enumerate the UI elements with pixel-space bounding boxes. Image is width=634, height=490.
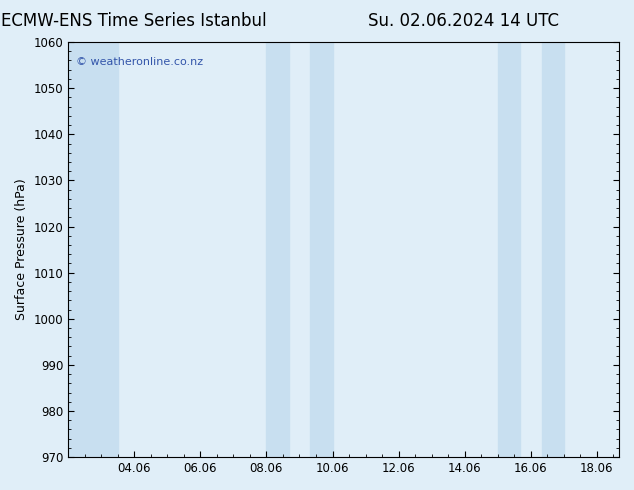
Text: ECMW-ENS Time Series Istanbul: ECMW-ENS Time Series Istanbul [1,12,266,30]
Text: © weatheronline.co.nz: © weatheronline.co.nz [77,56,204,67]
Text: Su. 02.06.2024 14 UTC: Su. 02.06.2024 14 UTC [368,12,559,30]
Bar [498,42,520,457]
Bar [266,42,288,457]
Bar [68,42,118,457]
Bar [311,42,332,457]
Y-axis label: Surface Pressure (hPa): Surface Pressure (hPa) [15,179,28,320]
Bar [541,42,564,457]
